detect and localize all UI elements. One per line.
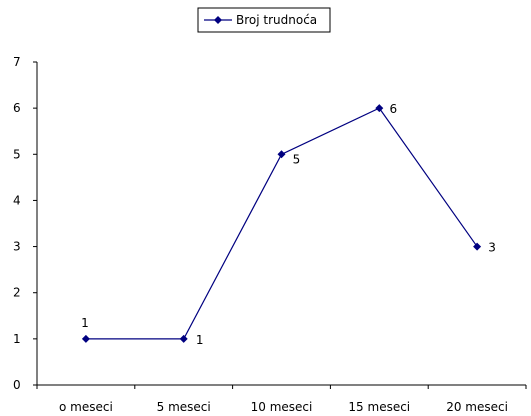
data-point [375, 104, 384, 113]
y-tick-label: 5 [13, 147, 21, 161]
data-label: 1 [196, 333, 204, 347]
data-point [179, 334, 188, 343]
data-label: 1 [81, 316, 89, 330]
data-labels: 1 1 5 6 3 [81, 102, 496, 347]
data-label: 3 [488, 241, 496, 255]
y-tick-label: 0 [13, 378, 21, 392]
data-point [277, 150, 286, 159]
y-tick-label: 3 [13, 240, 21, 254]
series-line [85, 107, 478, 340]
y-tick-label: 4 [13, 193, 21, 207]
legend: Broj trudnoća [197, 7, 331, 33]
y-tick-label: 7 [13, 55, 21, 69]
legend-series-marker [214, 16, 222, 24]
series-group [81, 104, 482, 343]
x-tick-label: 15 meseci [348, 400, 410, 414]
x-tick-label: o meseci [59, 400, 113, 414]
data-point [473, 242, 482, 251]
y-axis-ticks: 0 1 2 3 4 5 6 7 [13, 55, 37, 392]
x-axis-labels: o meseci 5 meseci 10 meseci 15 meseci 20 mes… [36, 385, 527, 414]
axes [36, 62, 526, 386]
x-tick-label: 10 meseci [251, 400, 313, 414]
data-point [81, 334, 90, 343]
data-label: 5 [293, 152, 301, 166]
x-tick-label: 5 meseci [157, 400, 211, 414]
x-tick-label: 20 meseci [446, 400, 508, 414]
y-tick-label: 2 [13, 286, 21, 300]
y-tick-label: 1 [13, 332, 21, 346]
legend-series-label: Broj trudnoća [236, 13, 317, 27]
y-tick-label: 6 [13, 101, 21, 115]
data-label: 6 [389, 102, 397, 116]
